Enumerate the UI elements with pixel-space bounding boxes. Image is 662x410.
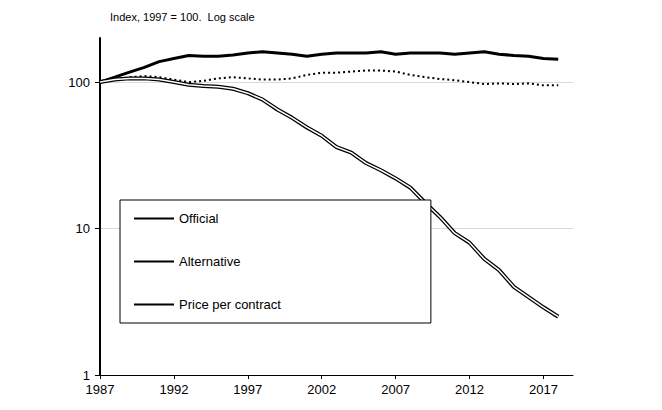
svg-text:2002: 2002 (307, 382, 336, 397)
svg-text:1987: 1987 (86, 382, 115, 397)
svg-text:2017: 2017 (529, 382, 558, 397)
svg-text:10: 10 (76, 221, 90, 236)
svg-text:Official: Official (179, 211, 219, 226)
svg-text:Price per contract: Price per contract (179, 297, 281, 312)
svg-text:2012: 2012 (455, 382, 484, 397)
svg-text:Index, 1997 = 100. Log scale: Index, 1997 = 100. Log scale (110, 11, 255, 23)
svg-text:1992: 1992 (159, 382, 188, 397)
svg-text:2007: 2007 (381, 382, 410, 397)
svg-text:Alternative: Alternative (179, 254, 240, 269)
svg-text:1997: 1997 (233, 382, 262, 397)
svg-text:100: 100 (68, 75, 90, 90)
svg-text:1: 1 (83, 368, 90, 383)
